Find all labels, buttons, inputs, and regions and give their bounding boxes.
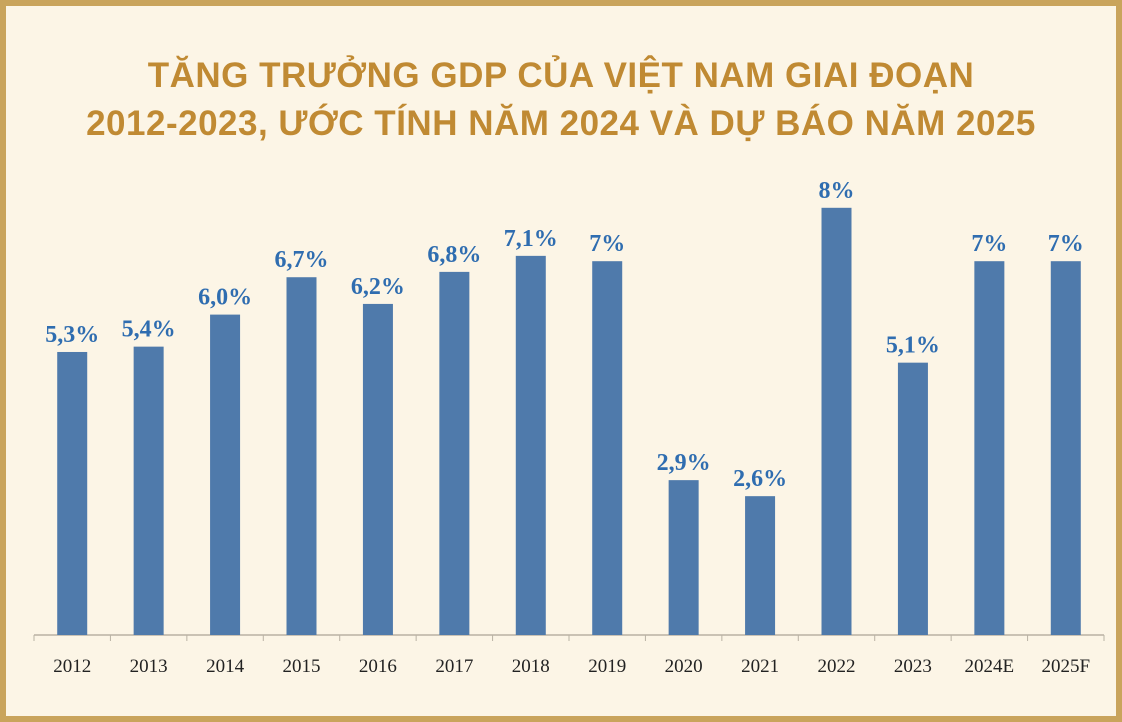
x-tick-label-2017: 2017 xyxy=(435,656,473,677)
x-tick-label-2016: 2016 xyxy=(359,656,397,677)
x-tick-label-2022: 2022 xyxy=(818,656,856,677)
chart-frame xyxy=(6,6,1116,716)
bar-2015 xyxy=(286,277,317,635)
bar-2014 xyxy=(210,314,241,635)
bar-2022 xyxy=(821,207,852,636)
x-tick-label-2012: 2012 xyxy=(53,656,91,677)
x-tick-label-2014: 2014 xyxy=(206,656,245,677)
chart-title-line-2: 2012-2023, ƯỚC TÍNH NĂM 2024 VÀ DỰ BÁO N… xyxy=(86,104,1036,143)
data-label-2014: 6,0% xyxy=(198,285,252,311)
chart-title: TĂNG TRƯỞNG GDP CỦA VIỆT NAM GIAI ĐOẠN 2… xyxy=(0,52,1122,148)
bar-2018 xyxy=(515,255,546,636)
x-tick-label-2013: 2013 xyxy=(130,656,168,677)
x-tick-label-2019: 2019 xyxy=(588,656,626,677)
data-label-2018: 7,1% xyxy=(504,226,558,252)
chart-title-line-1: TĂNG TRƯỞNG GDP CỦA VIỆT NAM GIAI ĐOẠN xyxy=(147,56,975,95)
data-label-2020: 2,9% xyxy=(657,450,711,476)
bar-2019 xyxy=(592,261,623,635)
data-label-2015: 6,7% xyxy=(275,247,329,273)
data-label-2012: 5,3% xyxy=(45,322,99,348)
data-label-2021: 2,6% xyxy=(733,466,787,492)
bar-2016 xyxy=(362,303,393,635)
bar-2025F xyxy=(1050,261,1081,635)
bar-2024E xyxy=(974,261,1005,635)
bar-2013 xyxy=(133,346,164,635)
x-tick-label-2024E: 2024E xyxy=(965,656,1015,677)
bar-2020 xyxy=(668,480,699,635)
data-label-2022: 8% xyxy=(819,178,855,204)
data-label-2013: 5,4% xyxy=(122,317,176,343)
x-tick-label-2018: 2018 xyxy=(512,656,550,677)
bar-2023 xyxy=(897,362,928,635)
bar-2012 xyxy=(57,351,88,635)
x-tick-label-2025F: 2025F xyxy=(1041,656,1090,677)
x-tick-label-2020: 2020 xyxy=(665,656,703,677)
data-label-2017: 6,8% xyxy=(427,242,481,268)
data-label-2024E: 7% xyxy=(971,231,1007,257)
x-tick-label-2023: 2023 xyxy=(894,656,932,677)
data-label-2025F: 7% xyxy=(1048,231,1084,257)
data-label-2016: 6,2% xyxy=(351,274,405,300)
data-label-2019: 7% xyxy=(589,231,625,257)
x-tick-label-2021: 2021 xyxy=(741,656,779,677)
bar-2017 xyxy=(439,271,470,635)
data-label-2023: 5,1% xyxy=(886,333,940,359)
x-tick-label-2015: 2015 xyxy=(283,656,321,677)
bar-2021 xyxy=(745,496,776,635)
